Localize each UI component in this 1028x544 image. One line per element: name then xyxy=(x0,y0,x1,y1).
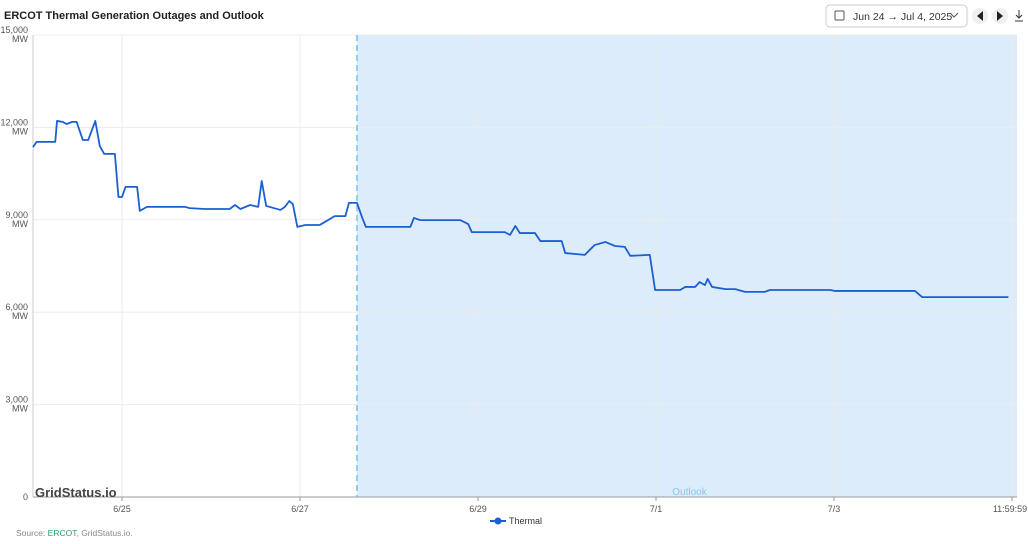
y-tick-label-part: 9,000 xyxy=(5,210,28,220)
series-line xyxy=(32,120,1009,299)
legend-marker xyxy=(494,517,502,525)
x-tick-label: 7/3 xyxy=(828,504,841,514)
dropdown-icon xyxy=(949,12,959,18)
y-tick-label-part: MW xyxy=(12,34,28,44)
y-tick-label-part: 15,000 xyxy=(0,25,28,35)
y-tick-label-part: MW xyxy=(12,219,28,229)
y-tick-label-part: MW xyxy=(12,311,28,321)
chart-title: ERCOT Thermal Generation Outages and Out… xyxy=(4,10,265,22)
y-tick-label: 9,000 MW xyxy=(5,210,28,229)
y-tick-label-part: 6,000 xyxy=(5,302,28,312)
calendar-icon xyxy=(834,10,845,21)
y-tick-label: 12,000 MW xyxy=(0,117,28,136)
x-tick-label: 6/25 xyxy=(113,504,131,514)
date-picker[interactable] xyxy=(825,4,968,28)
source: Source: ERCOT, GridStatus.io. xyxy=(16,528,133,538)
y-tick-label: 3,000 MW xyxy=(5,395,28,414)
outlook-label: Outlook xyxy=(672,487,707,498)
x-tick-label: 11:59:59 xyxy=(993,504,1027,514)
source-link[interactable]: ERCOT xyxy=(48,528,78,538)
watermark: GridStatus.io xyxy=(35,485,117,500)
y-tick-label: 6,000 MW xyxy=(5,302,28,321)
source-suffix: , GridStatus.io. xyxy=(76,528,132,538)
y-tick-label-part: MW xyxy=(12,404,28,414)
next-icon xyxy=(997,11,1003,21)
y-tick-label-part: 12,000 xyxy=(0,117,28,127)
y-tick-label-part: 3,000 xyxy=(5,395,28,405)
date-range: Jun 24 → Jul 4, 2025 xyxy=(853,11,952,23)
legend-label[interactable]: Thermal xyxy=(509,516,542,526)
x-tick-label: 6/27 xyxy=(291,504,309,514)
y-tick-label: 15,000 MW xyxy=(0,25,28,44)
x-tick-label: 7/1 xyxy=(650,504,663,514)
source-prefix: Source: xyxy=(16,528,48,538)
y-tick-label-part: MW xyxy=(12,126,28,136)
download-button[interactable] xyxy=(1015,10,1023,22)
x-tick-label: 6/29 xyxy=(469,504,487,514)
prev-icon xyxy=(977,11,983,21)
y-tick-label: 0 xyxy=(23,492,28,502)
outlook-region xyxy=(356,35,1018,497)
